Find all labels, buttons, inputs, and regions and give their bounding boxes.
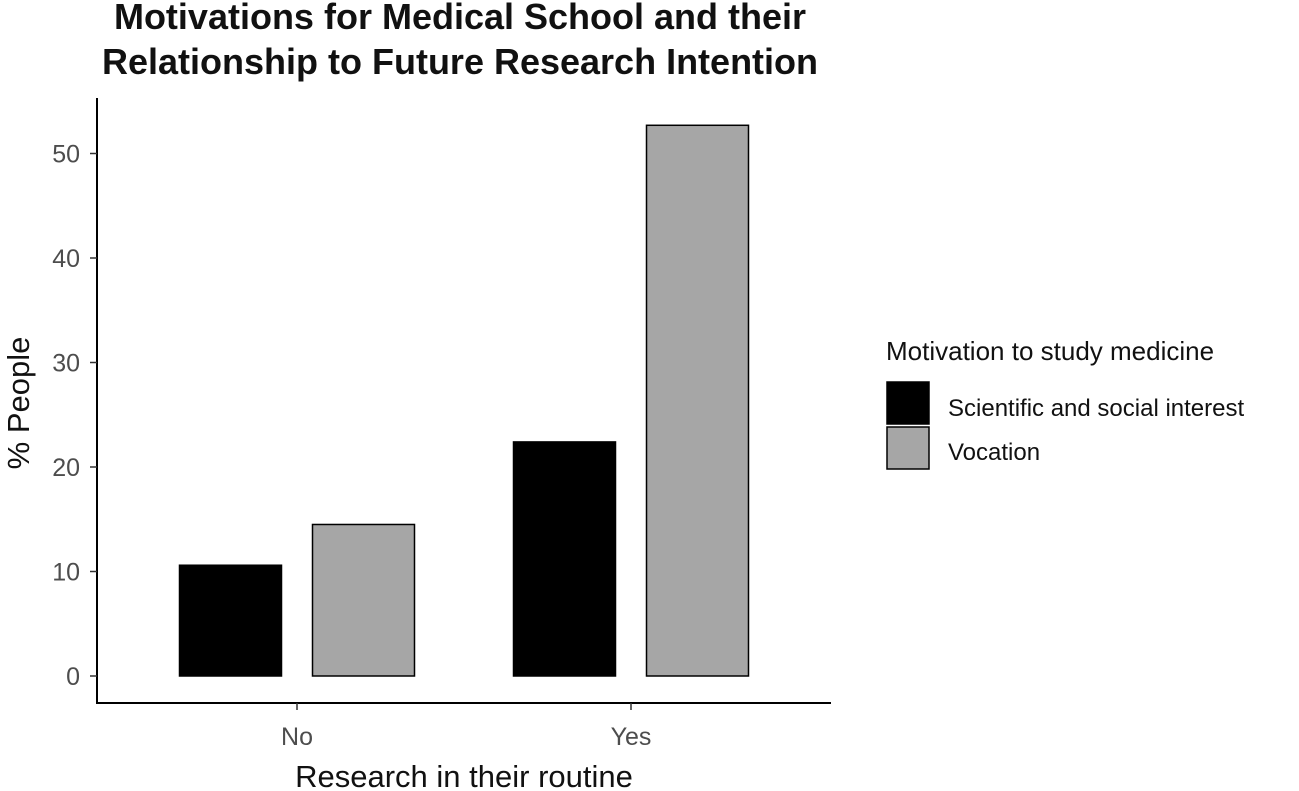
- y-tick-label: 30: [52, 350, 80, 378]
- legend-key-vocation: [886, 426, 930, 470]
- legend-title: Motivation to study medicine: [886, 336, 1214, 366]
- chart-title-line-1: Motivations for Medical School and their: [114, 0, 806, 37]
- y-ticks: 0 10 20 30 40 50: [52, 141, 97, 691]
- x-axis-title: Research in their routine: [295, 759, 633, 791]
- bar-no-vocation: [311, 523, 416, 677]
- y-tick-label: 50: [52, 141, 80, 169]
- bar-yes-scientific: [512, 441, 617, 677]
- bar-no-scientific: [178, 564, 283, 677]
- plot-area: 0 10 20 30 40 50 No Yes: [52, 98, 831, 751]
- y-tick-label: 40: [52, 245, 80, 273]
- bar-yes-vocation: [645, 124, 750, 677]
- y-axis-title: % People: [1, 337, 36, 470]
- chart-title-line-2: Relationship to Future Research Intentio…: [102, 41, 818, 82]
- y-tick-label: 20: [52, 454, 80, 482]
- y-tick-label: 10: [52, 559, 80, 587]
- x-tick-label-yes: Yes: [611, 723, 652, 751]
- y-tick-label: 0: [66, 663, 80, 691]
- legend-label-scientific: Scientific and social interest: [948, 395, 1244, 422]
- x-tick-label-no: No: [281, 723, 313, 751]
- bars: [178, 124, 750, 677]
- legend-key-scientific: [886, 381, 930, 425]
- legend-label-vocation: Vocation: [948, 439, 1040, 466]
- legend: Motivation to study medicine Scientific …: [886, 336, 1244, 470]
- x-ticks: No Yes: [281, 703, 651, 751]
